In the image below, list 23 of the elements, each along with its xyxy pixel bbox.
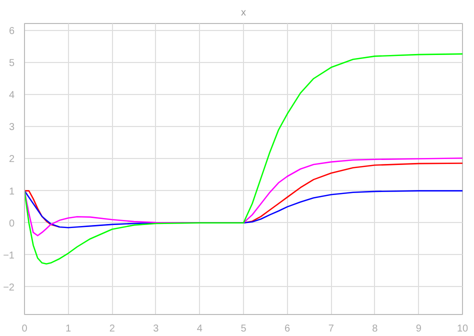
y-tick-label: 2	[8, 154, 15, 166]
y-tick-label: −2	[3, 282, 15, 294]
x-tick-label: 1	[66, 324, 72, 334]
x-tick-label: 7	[328, 324, 334, 334]
x-tick-label: 8	[372, 324, 378, 334]
chart-title: x	[241, 8, 246, 18]
line-series	[24, 53, 462, 265]
y-tick-label: 5	[8, 58, 15, 70]
x-tick-label: 3	[153, 324, 160, 334]
x-tick-label: 4	[196, 324, 203, 334]
y-tick-label: 0	[8, 218, 15, 230]
x-tick-label: 2	[109, 324, 116, 334]
x-tick-label: 10	[456, 324, 468, 334]
x-tick-label: 5	[240, 324, 247, 334]
y-tick-label: −1	[3, 250, 15, 262]
x-tick-label: 0	[22, 324, 28, 334]
y-tick-label: 4	[8, 90, 15, 102]
y-tick-label: 3	[8, 122, 15, 134]
x-tick-label: 9	[416, 324, 422, 334]
y-tick-label: 6	[8, 26, 15, 38]
x-tick-label: 6	[284, 324, 291, 334]
line-series	[24, 157, 462, 236]
y-tick-label: 1	[8, 186, 15, 198]
